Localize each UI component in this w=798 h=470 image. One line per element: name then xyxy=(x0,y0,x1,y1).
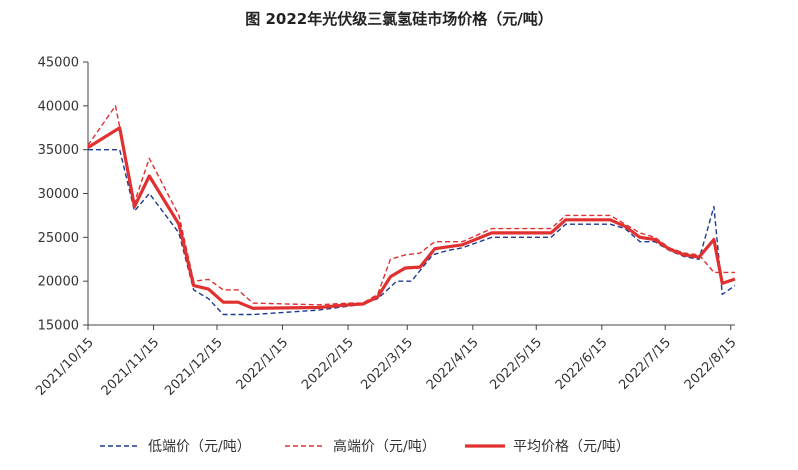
y-tick-label: 25000 xyxy=(38,231,79,246)
x-tick-label: 2022/3/15 xyxy=(358,335,416,393)
x-tick-label: 2021/10/15 xyxy=(33,335,97,399)
y-tick-label: 20000 xyxy=(38,275,79,290)
y-tick-label: 35000 xyxy=(38,143,79,158)
y-tick-label: 45000 xyxy=(38,56,79,71)
legend: 低端价（元/吨） 高端价（元/吨） 平均价格（元/吨） xyxy=(100,438,630,455)
series-line-3 xyxy=(87,126,736,310)
x-tick-label: 2022/1/15 xyxy=(234,335,292,393)
series-line-2 xyxy=(87,105,735,306)
legend-label-2: 高端价（元/吨） xyxy=(333,438,436,455)
y-tick-label: 40000 xyxy=(38,99,79,114)
series-layer xyxy=(87,105,736,316)
x-tick-label: 2022/8/15 xyxy=(682,335,740,393)
chart-title: 图 2022年光伏级三氯氢硅市场价格（元/吨） xyxy=(245,10,553,28)
y-axis: 15000 20000 25000 30000 35000 40000 45000 xyxy=(38,56,88,334)
legend-label-3: 平均价格（元/吨） xyxy=(513,439,630,455)
x-tick-label: 2022/6/15 xyxy=(553,335,611,393)
x-axis: 2021/10/15 2021/11/15 2021/12/15 2022/1/15 2… xyxy=(33,325,740,399)
series-line-1 xyxy=(88,149,736,316)
x-tick-label: 2022/7/15 xyxy=(616,335,674,393)
x-tick-label: 2022/2/15 xyxy=(299,335,357,393)
x-tick-label: 2021/11/15 xyxy=(99,335,163,399)
y-tick-label: 15000 xyxy=(38,319,79,334)
legend-label-1: 低端价（元/吨） xyxy=(148,439,251,455)
x-tick-label: 2022/4/15 xyxy=(424,335,482,393)
y-tick-label: 30000 xyxy=(38,187,79,202)
x-tick-label: 2022/5/15 xyxy=(487,335,545,393)
x-tick-label: 2021/12/15 xyxy=(162,335,226,399)
